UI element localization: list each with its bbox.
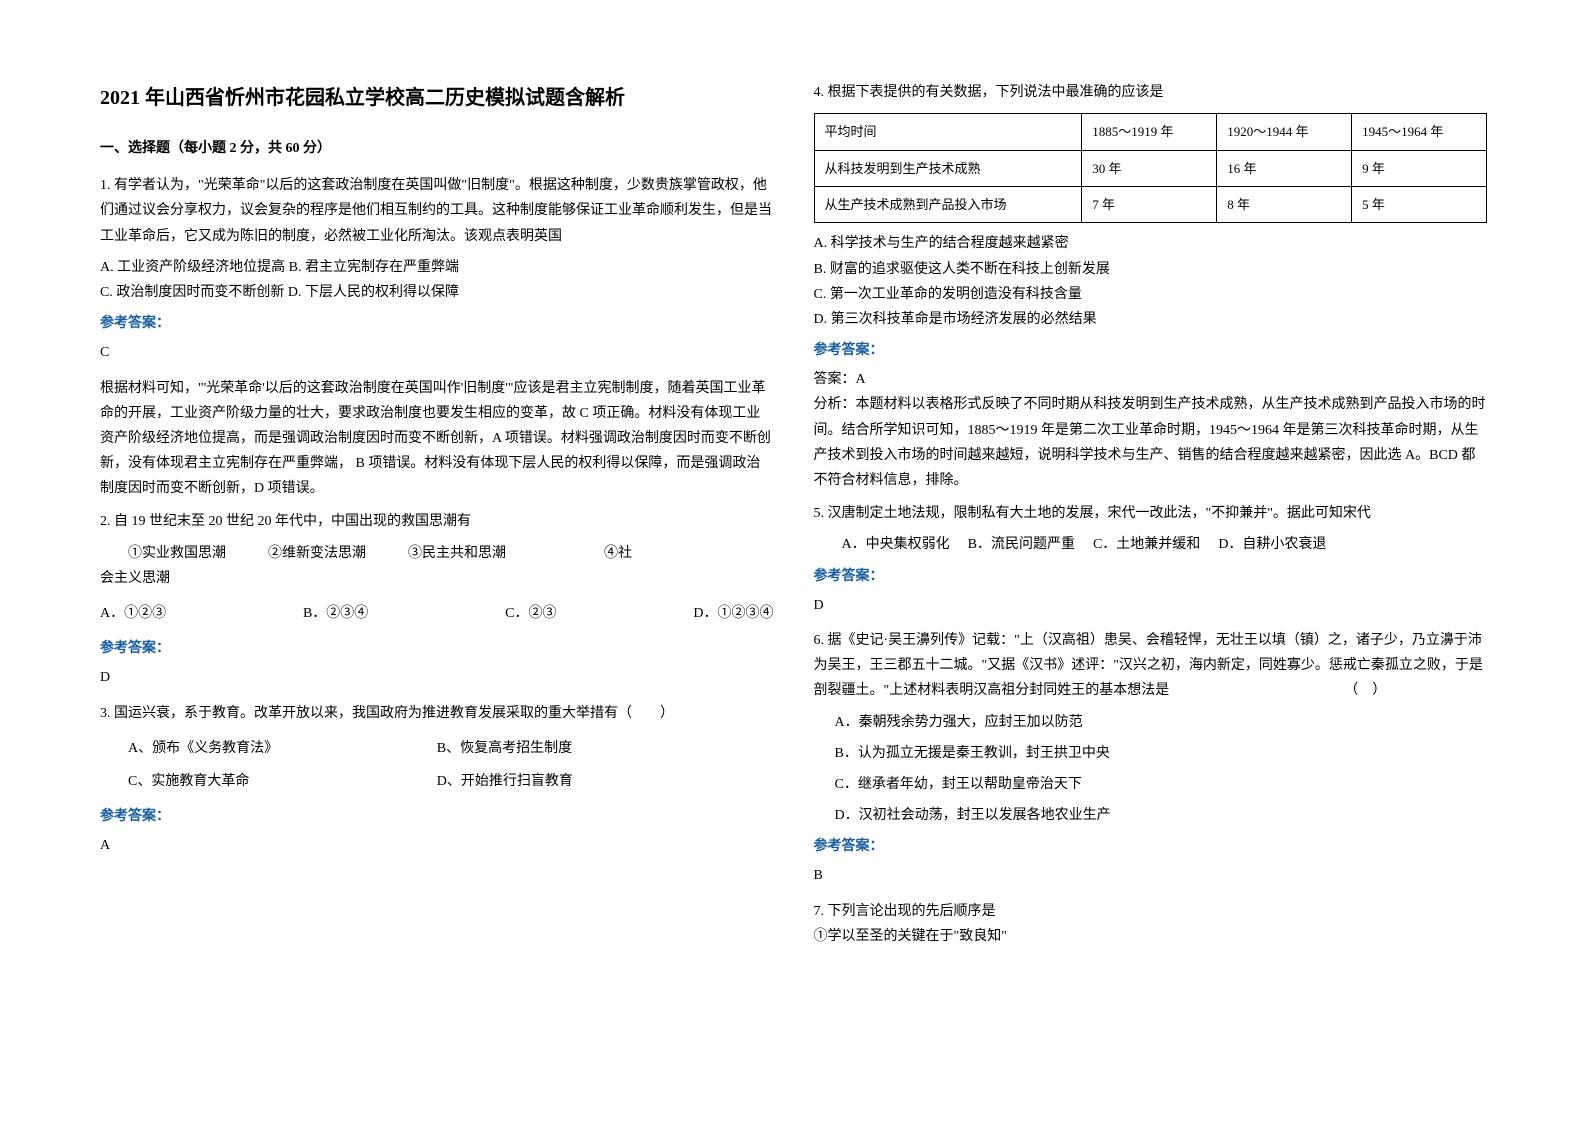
question-7: 7. 下列言论出现的先后顺序是 ①学以至圣的关键在于"致良知" [814, 899, 1488, 949]
q2-text: 2. 自 19 世纪末至 20 世纪 20 年代中，中国出现的救国思潮有 [100, 509, 774, 534]
q6-text: 6. 据《史记·吴王濞列传》记载："上（汉高祖）患吴、会稽轻悍，无壮王以填（镇）… [814, 628, 1488, 704]
q3-answer: A [100, 833, 774, 858]
q3-optB: B、恢复高考招生制度 [437, 736, 774, 761]
table-row: 从生产技术成熟到产品投入市场 7 年 8 年 5 年 [814, 186, 1487, 222]
question-5: 5. 汉唐制定土地法规，限制私有大土地的发展，宋代一改此法，"不抑兼并"。据此可… [814, 501, 1488, 618]
cell: 30 年 [1082, 150, 1217, 186]
answer-label: 参考答案： [814, 338, 1488, 363]
q4-analysis: 分析：本题材料以表格形式反映了不同时期从科技发明到生产技术成熟，从生产技术成熟到… [814, 392, 1488, 493]
q7-item1: ①学以至圣的关键在于"致良知" [814, 924, 1488, 949]
q4-optD: D. 第三次科技革命是市场经济发展的必然结果 [814, 307, 1488, 332]
answer-label: 参考答案： [814, 564, 1488, 589]
table-row: 从科技发明到生产技术成熟 30 年 16 年 9 年 [814, 150, 1487, 186]
doc-title: 2021 年山西省忻州市花园私立学校高二历史模拟试题含解析 [100, 80, 774, 116]
q1-answer: C [100, 340, 774, 365]
table-header-row: 平均时间 1885～1919 年 1920～1944 年 1945～1964 年 [814, 114, 1487, 150]
q5-text: 5. 汉唐制定土地法规，限制私有大土地的发展，宋代一改此法，"不抑兼并"。据此可… [814, 501, 1488, 526]
th-3: 1945～1964 年 [1352, 114, 1487, 150]
q4-optA: A. 科学技术与生产的结合程度越来越紧密 [814, 231, 1488, 256]
q5-optA: A．中央集权弱化 [842, 532, 950, 557]
question-2: 2. 自 19 世纪末至 20 世纪 20 年代中，中国出现的救国思潮有 ①实业… [100, 509, 774, 690]
question-6: 6. 据《史记·吴王濞列传》记载："上（汉高祖）患吴、会稽轻悍，无壮王以填（镇）… [814, 628, 1488, 889]
q2-optC: C．②③ [505, 601, 556, 626]
cell: 从科技发明到生产技术成熟 [814, 150, 1082, 186]
q1-text: 1. 有学者认为，"光荣革命"以后的这套政治制度在英国叫做"旧制度"。根据这种制… [100, 173, 774, 249]
q2-options: A．①②③ B．②③④ C．②③ D．①②③④ [100, 601, 774, 626]
q1-analysis: 根据材料可知，"'光荣革命'以后的这套政治制度在英国叫作'旧制度'"应该是君主立… [100, 376, 774, 502]
answer-label: 参考答案： [100, 804, 774, 829]
q6-optB: B．认为孤立无援是秦王教训，封王拱卫中央 [835, 741, 1488, 766]
answer-label: 参考答案： [100, 311, 774, 336]
cell: 9 年 [1352, 150, 1487, 186]
q5-optB: B．流民问题严重 [968, 532, 1075, 557]
q3-text: 3. 国运兴衰，系于教育。改革开放以来，我国政府为推进教育发展采取的重大举措有（… [100, 701, 774, 726]
cell: 从生产技术成熟到产品投入市场 [814, 186, 1082, 222]
q2-optB: B．②③④ [303, 601, 368, 626]
q4-table: 平均时间 1885～1919 年 1920～1944 年 1945～1964 年… [814, 113, 1488, 223]
q7-text: 7. 下列言论出现的先后顺序是 [814, 899, 1488, 924]
q1-options-row2: C. 政治制度因时而变不断创新 D. 下层人民的权利得以保障 [100, 280, 774, 305]
cell: 5 年 [1352, 186, 1487, 222]
right-column: 4. 根据下表提供的有关数据，下列说法中最准确的应该是 平均时间 1885～19… [814, 80, 1488, 1082]
th-1: 1885～1919 年 [1082, 114, 1217, 150]
q3-optD: D、开始推行扫盲教育 [437, 769, 774, 794]
cell: 8 年 [1217, 186, 1352, 222]
q6-optA: A．秦朝残余势力强大，应封王加以防范 [835, 710, 1488, 735]
q4-optB: B. 财富的追求驱使这人类不断在科技上创新发展 [814, 257, 1488, 282]
q6-optC: C．继承者年幼，封王以帮助皇帝治天下 [835, 772, 1488, 797]
q2-items-line1: ①实业救国思潮 ②维新变法思潮 ③民主共和思潮 ④社 [100, 541, 774, 566]
q3-options: A、颁布《义务教育法》 B、恢复高考招生制度 C、实施教育大革命 D、开始推行扫… [100, 732, 774, 798]
q6-answer: B [814, 863, 1488, 888]
question-4: 4. 根据下表提供的有关数据，下列说法中最准确的应该是 平均时间 1885～19… [814, 80, 1488, 493]
q5-answer: D [814, 593, 1488, 618]
q4-answer: 答案：A [814, 367, 1488, 392]
q2-optA: A．①②③ [100, 601, 166, 626]
th-0: 平均时间 [814, 114, 1082, 150]
left-column: 2021 年山西省忻州市花园私立学校高二历史模拟试题含解析 一、选择题（每小题 … [100, 80, 774, 1082]
q4-optC: C. 第一次工业革命的发明创造没有科技含量 [814, 282, 1488, 307]
q2-optD: D．①②③④ [693, 601, 773, 626]
q5-options: A．中央集权弱化 B．流民问题严重 C．土地兼并缓和 D．自耕小农衰退 [814, 532, 1488, 557]
cell: 16 年 [1217, 150, 1352, 186]
question-1: 1. 有学者认为，"光荣革命"以后的这套政治制度在英国叫做"旧制度"。根据这种制… [100, 173, 774, 501]
cell: 7 年 [1082, 186, 1217, 222]
q5-optC: C．土地兼并缓和 [1093, 532, 1200, 557]
q1-options-row1: A. 工业资产阶级经济地位提高 B. 君主立宪制存在严重弊端 [100, 255, 774, 280]
question-3: 3. 国运兴衰，系于教育。改革开放以来，我国政府为推进教育发展采取的重大举措有（… [100, 701, 774, 859]
q3-optA: A、颁布《义务教育法》 [100, 736, 437, 761]
section-header: 一、选择题（每小题 2 分，共 60 分） [100, 136, 774, 161]
answer-label: 参考答案： [100, 636, 774, 661]
q6-optD: D．汉初社会动荡，封王以发展各地农业生产 [835, 803, 1488, 828]
q2-items-line2: 会主义思潮 [100, 566, 774, 591]
answer-label: 参考答案： [814, 834, 1488, 859]
q3-optC: C、实施教育大革命 [100, 769, 437, 794]
th-2: 1920～1944 年 [1217, 114, 1352, 150]
q5-optD: D．自耕小农衰退 [1218, 532, 1326, 557]
q2-answer: D [100, 665, 774, 690]
q4-text: 4. 根据下表提供的有关数据，下列说法中最准确的应该是 [814, 80, 1488, 105]
